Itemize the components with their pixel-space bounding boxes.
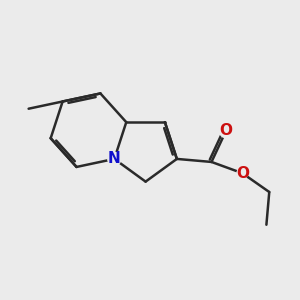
Text: O: O — [219, 123, 232, 138]
Circle shape — [220, 127, 231, 137]
Text: O: O — [236, 166, 249, 181]
Text: N: N — [108, 152, 121, 166]
Circle shape — [237, 168, 248, 178]
Circle shape — [108, 152, 121, 166]
